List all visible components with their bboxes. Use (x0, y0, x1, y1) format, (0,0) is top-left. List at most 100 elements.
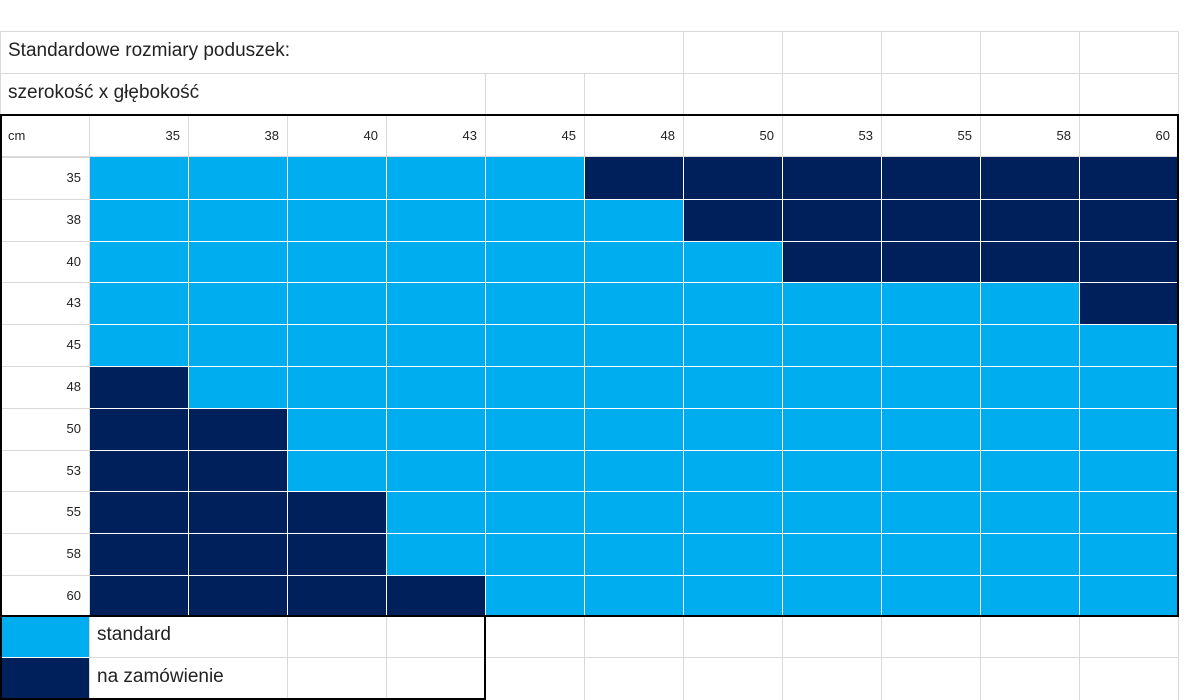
cell-divider (89, 241, 1178, 242)
gridline (0, 491, 89, 492)
legend-label-standard: standard (97, 624, 171, 645)
width-header: 38 (264, 128, 279, 143)
cell-divider (386, 157, 387, 616)
matrix-cell (881, 282, 980, 324)
width-header: 60 (1155, 128, 1170, 143)
gridline (1079, 617, 1080, 700)
matrix-cell (386, 282, 485, 324)
matrix-cell (881, 366, 980, 408)
cell-divider (188, 157, 189, 616)
cell-divider (0, 657, 89, 658)
matrix-cell (683, 157, 782, 199)
width-header: 43 (462, 128, 477, 143)
table-subtitle: szerokość x głębokość (8, 82, 200, 103)
width-header: 55 (957, 128, 972, 143)
matrix-cell (980, 324, 1079, 366)
depth-label: 45 (66, 337, 81, 352)
matrix-cell (1079, 157, 1178, 199)
matrix-cell (386, 199, 485, 241)
matrix-cell (881, 408, 980, 450)
matrix-cell (287, 324, 386, 366)
matrix-cell (89, 450, 188, 491)
matrix-cell (485, 575, 584, 617)
width-header: 50 (759, 128, 774, 143)
width-header: 45 (561, 128, 576, 143)
matrix-cell (485, 533, 584, 575)
matrix-cell (782, 491, 881, 533)
unit-label: cm (8, 128, 26, 143)
cell-divider (485, 157, 486, 616)
matrix-cell (485, 324, 584, 366)
matrix-cell (1079, 241, 1178, 282)
matrix-cell (584, 533, 683, 575)
depth-label: 43 (66, 295, 81, 310)
matrix-cell (1079, 575, 1178, 617)
matrix-cell (782, 366, 881, 408)
gridline (0, 31, 1, 115)
table-border (0, 114, 1178, 116)
matrix-cell (980, 282, 1079, 324)
matrix-cell (287, 491, 386, 533)
matrix-cell (683, 324, 782, 366)
matrix-cell (584, 491, 683, 533)
gridline (881, 617, 882, 700)
gridline (0, 156, 1178, 157)
matrix-cell (1079, 366, 1178, 408)
matrix-cell (782, 282, 881, 324)
matrix-cell (188, 157, 287, 199)
gridline (287, 115, 288, 157)
matrix-cell (89, 408, 188, 450)
cell-divider (881, 157, 882, 616)
legend-swatch-custom (0, 658, 89, 700)
depth-label: 48 (66, 379, 81, 394)
cell-divider (89, 450, 1178, 451)
matrix-cell (881, 450, 980, 491)
matrix-cell (683, 533, 782, 575)
matrix-cell (683, 450, 782, 491)
gridline (89, 157, 90, 616)
matrix-cell (188, 575, 287, 617)
matrix-cell (188, 533, 287, 575)
matrix-cell (881, 575, 980, 617)
matrix-cell (485, 366, 584, 408)
matrix-cell (584, 575, 683, 617)
matrix-cell (386, 450, 485, 491)
gridline (485, 73, 486, 115)
matrix-cell (89, 366, 188, 408)
matrix-cell (1079, 282, 1178, 324)
matrix-cell (683, 199, 782, 241)
gridline (584, 73, 585, 115)
matrix-cell (683, 282, 782, 324)
legend-border (0, 617, 2, 700)
cell-divider (89, 282, 1178, 283)
table-border (0, 114, 2, 617)
matrix-cell (287, 241, 386, 282)
depth-label: 58 (66, 546, 81, 561)
matrix-cell (1079, 533, 1178, 575)
gridline (683, 115, 684, 157)
matrix-cell (188, 450, 287, 491)
width-header: 35 (165, 128, 180, 143)
gridline (1178, 73, 1179, 115)
matrix-cell (485, 491, 584, 533)
matrix-cell (584, 157, 683, 199)
gridline (0, 31, 1178, 32)
matrix-cell (89, 282, 188, 324)
gridline (782, 115, 783, 157)
matrix-cell (584, 408, 683, 450)
matrix-cell (188, 241, 287, 282)
matrix-cell (1079, 450, 1178, 491)
matrix-cell (683, 241, 782, 282)
cell-divider (89, 575, 1178, 576)
depth-label: 55 (66, 504, 81, 519)
matrix-cell (485, 157, 584, 199)
matrix-cell (584, 366, 683, 408)
matrix-cell (89, 533, 188, 575)
matrix-cell (287, 408, 386, 450)
cell-divider (980, 157, 981, 616)
matrix-cell (980, 491, 1079, 533)
matrix-cell (386, 324, 485, 366)
matrix-cell (386, 366, 485, 408)
gridline (980, 73, 981, 115)
gridline (1178, 617, 1179, 700)
